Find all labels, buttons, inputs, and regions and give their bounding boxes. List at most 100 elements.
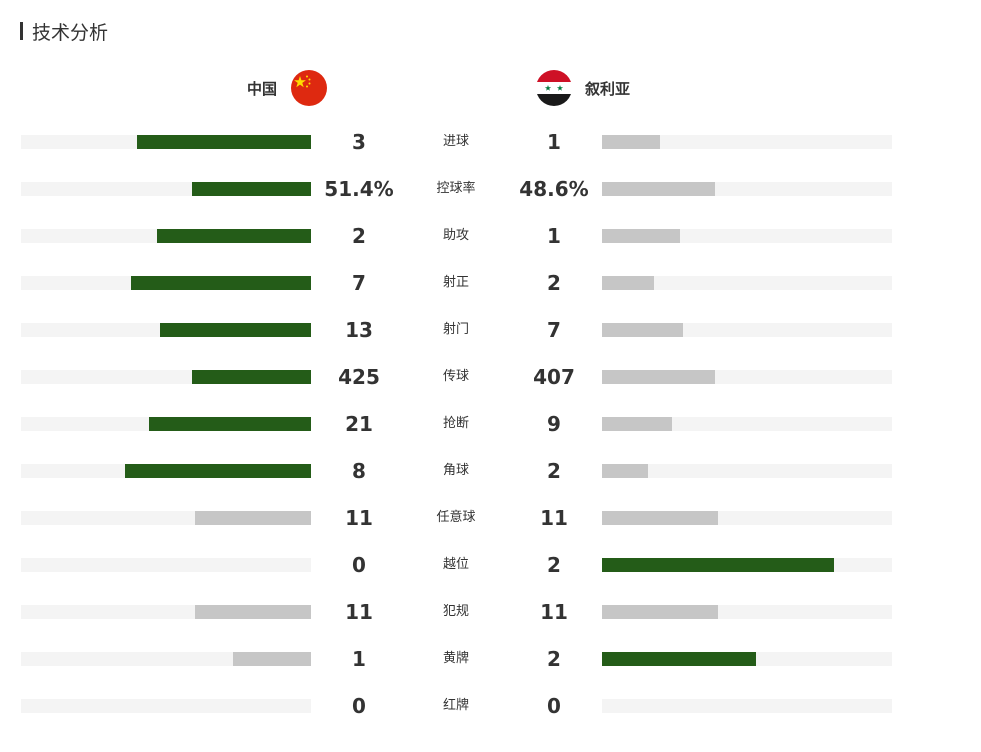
away-stat-bar [602,605,718,619]
home-stat-track [21,464,311,478]
away-stat-track [602,511,892,525]
away-stat-track [602,417,892,431]
home-stat-value: 11 [345,600,373,624]
home-team-name: 中国 [246,79,277,98]
home-stat-track [21,135,311,149]
stat-row: 3 进球 1 [0,118,981,165]
away-stat-track [602,558,892,572]
home-stat-value: 425 [338,365,380,389]
away-stat-bar [602,182,715,196]
away-stat-bar [602,417,672,431]
stat-label: 射门 [442,322,469,337]
away-stat-track [602,182,892,196]
home-stat-bar [233,652,311,666]
section-title: 技术分析 [20,20,109,44]
home-stat-value: 3 [352,130,366,154]
stat-label: 控球率 [436,181,476,196]
syria-flag-icon [536,70,572,106]
home-stat-track [21,652,311,666]
home-stat-bar [195,511,311,525]
home-stat-bar [160,323,311,337]
stat-label: 助攻 [442,228,469,243]
home-stat-value: 0 [352,694,366,718]
stat-label: 射正 [442,275,469,290]
away-stat-bar [602,276,654,290]
home-stat-bar [149,417,311,431]
home-stat-track [21,182,311,196]
home-stat-bar [192,370,311,384]
home-stat-bar [192,182,311,196]
away-stat-track [602,323,892,337]
away-team[interactable]: 叙利亚 [536,68,630,108]
home-stat-bar [195,605,311,619]
home-team[interactable]: 中国 [247,68,327,108]
teams-header: 中国 叙利亚 [0,68,981,108]
stat-row: 8 角球 2 [0,447,981,494]
stat-label: 黄牌 [442,651,469,666]
away-stat-bar [602,323,683,337]
stat-row: 7 射正 2 [0,259,981,306]
stat-row: 1 黄牌 2 [0,635,981,682]
home-stat-value: 51.4% [324,177,394,201]
home-stat-value: 8 [352,459,366,483]
home-stat-track [21,699,311,713]
away-stat-value: 2 [547,271,561,295]
away-stat-track [602,229,892,243]
away-stat-track [602,135,892,149]
away-stat-value: 1 [547,224,561,248]
home-stat-bar [137,135,311,149]
home-stat-track [21,558,311,572]
away-stat-bar [602,135,660,149]
away-stat-value: 2 [547,553,561,577]
home-stat-value: 11 [345,506,373,530]
away-stat-bar [602,229,680,243]
home-stat-bar [131,276,311,290]
stat-row: 11 任意球 11 [0,494,981,541]
stat-label: 进球 [442,134,469,149]
away-stat-value: 11 [540,506,568,530]
stat-label: 红牌 [442,698,469,713]
away-stat-bar [602,370,715,384]
home-stat-bar [157,229,311,243]
stat-row: 0 越位 2 [0,541,981,588]
home-stat-track [21,370,311,384]
away-stat-track [602,699,892,713]
stat-label: 传球 [442,369,469,384]
away-stat-value: 11 [540,600,568,624]
away-stat-bar [602,464,648,478]
away-stat-bar [602,511,718,525]
section-title-text: 技术分析 [32,21,109,44]
stat-row: 425 传球 407 [0,353,981,400]
away-stat-value: 1 [547,130,561,154]
away-stat-value: 407 [533,365,575,389]
stat-label: 越位 [442,557,469,572]
home-stat-value: 13 [345,318,373,342]
stat-row: 51.4% 控球率 48.6% [0,165,981,212]
away-stat-bar [602,652,756,666]
away-stat-track [602,605,892,619]
away-stat-track [602,370,892,384]
away-stat-value: 2 [547,647,561,671]
home-stat-value: 0 [352,553,366,577]
stat-label: 犯规 [442,604,469,619]
away-stat-track [602,276,892,290]
away-stat-track [602,652,892,666]
away-team-name: 叙利亚 [585,79,631,98]
home-stat-value: 21 [345,412,373,436]
china-flag-icon [291,70,327,106]
away-stat-value: 0 [547,694,561,718]
home-stat-track [21,229,311,243]
stat-label: 抢断 [442,416,469,431]
stat-label: 任意球 [436,510,476,525]
away-stat-value: 7 [547,318,561,342]
stat-row: 0 红牌 0 [0,682,981,729]
home-stat-track [21,605,311,619]
stat-label: 角球 [442,463,469,478]
away-stat-value: 2 [547,459,561,483]
home-stat-value: 1 [352,647,366,671]
home-stat-track [21,323,311,337]
stat-row: 2 助攻 1 [0,212,981,259]
stat-row: 11 犯规 11 [0,588,981,635]
home-stat-value: 7 [352,271,366,295]
home-stat-track [21,417,311,431]
